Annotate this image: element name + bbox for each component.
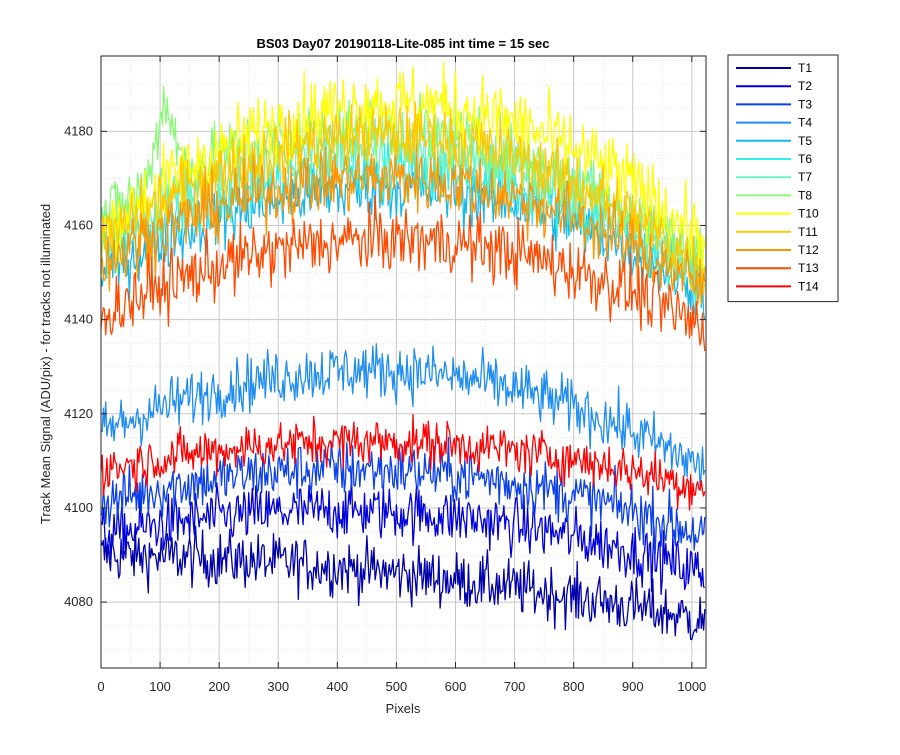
legend-label-t7: T7 [798, 170, 812, 184]
x-tick-label: 0 [97, 679, 104, 694]
legend-label-t6: T6 [798, 152, 812, 166]
legend-label-t1: T1 [798, 61, 812, 75]
legend-box [727, 54, 839, 303]
legend-label-t2: T2 [798, 79, 812, 93]
series-line-t12 [100, 144, 706, 306]
legend-label-t14: T14 [798, 279, 819, 293]
y-tick-label: 4120 [64, 406, 93, 421]
x-tick-label: 800 [563, 679, 585, 694]
legend-label-t4: T4 [798, 116, 812, 130]
legend: T1 T2 T3 T4 T5 T6 T7 T8 T10 T11 T12 T13 T14 [727, 54, 839, 303]
legend-label-t3: T3 [798, 97, 812, 111]
plot-lines [100, 61, 706, 641]
x-tick-label: 700 [504, 679, 526, 694]
series-line-t1 [100, 523, 706, 641]
series-line-t5 [100, 153, 706, 320]
x-tick-label: 500 [386, 679, 408, 694]
legend-label-t5: T5 [798, 134, 812, 148]
x-tick-label: 600 [445, 679, 467, 694]
y-tick-label: 4080 [64, 594, 93, 609]
x-tick-label: 900 [622, 679, 644, 694]
legend-label-t13: T13 [798, 261, 819, 275]
x-tick-label: 100 [149, 679, 171, 694]
y-axis-label: Track Mean Signal (ADU/pix) - for tracks… [38, 204, 53, 524]
x-tick-label: 300 [267, 679, 289, 694]
y-tick-label: 4180 [64, 123, 93, 138]
series-line-t3 [100, 437, 706, 555]
legend-label-t8: T8 [798, 188, 812, 202]
series-line-t14 [100, 413, 706, 511]
x-tick-label: 200 [208, 679, 230, 694]
series-line-t13 [100, 195, 706, 352]
series-line-t2 [100, 475, 706, 596]
plot-frame [100, 55, 707, 669]
y-tick-label: 4160 [64, 217, 93, 232]
y-tick-label: 4140 [64, 312, 93, 327]
chart-title: BS03 Day07 20190118-Lite-085 int time = … [256, 36, 549, 51]
axes: 0 100 200 300 400 500 600 700 800 900 1000 4080 4100… [64, 55, 707, 694]
x-tick-label: 1000 [677, 679, 706, 694]
legend-label-t10: T10 [798, 207, 819, 221]
x-axis-label: Pixels [386, 701, 421, 716]
x-tick-label: 400 [326, 679, 348, 694]
y-tick-label: 4100 [64, 500, 93, 515]
series-line-t4 [100, 343, 706, 489]
legend-label-t12: T12 [798, 243, 819, 257]
legend-label-t11: T11 [798, 225, 818, 239]
